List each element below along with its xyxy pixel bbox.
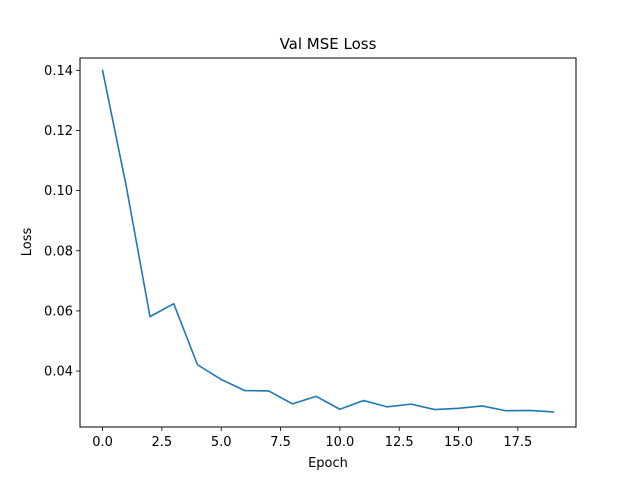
- data-point: [552, 411, 554, 413]
- data-point: [410, 403, 412, 405]
- y-tick-label: 0.14: [44, 64, 73, 79]
- data-point: [339, 408, 341, 410]
- data-point: [505, 410, 507, 412]
- data-point: [529, 409, 531, 411]
- data-point: [125, 185, 127, 187]
- data-point: [362, 399, 364, 401]
- x-tick-label: 12.5: [385, 435, 414, 450]
- x-tick-label: 2.5: [152, 435, 173, 450]
- x-tick-label: 7.5: [270, 435, 291, 450]
- y-tick-label: 0.08: [44, 244, 73, 259]
- data-point: [291, 403, 293, 405]
- data-point: [267, 390, 269, 392]
- x-tick-label: 0.0: [92, 435, 113, 450]
- data-point: [481, 405, 483, 407]
- data-point: [196, 364, 198, 366]
- x-tick-label: 10.0: [325, 435, 354, 450]
- x-tick-label: 17.5: [503, 435, 532, 450]
- data-point: [315, 395, 317, 397]
- data-point: [220, 378, 222, 380]
- data-point: [434, 408, 436, 410]
- chart-title: Val MSE Loss: [280, 35, 377, 53]
- y-tick-label: 0.10: [44, 184, 73, 199]
- data-point: [244, 389, 246, 391]
- x-tick-label: 5.0: [211, 435, 232, 450]
- data-point: [149, 315, 151, 317]
- data-point: [173, 303, 175, 305]
- y-tick-label: 0.04: [44, 365, 73, 380]
- x-tick-label: 15.0: [444, 435, 473, 450]
- y-axis-label: Loss: [20, 228, 35, 257]
- data-point: [101, 69, 103, 71]
- y-tick-label: 0.12: [44, 124, 73, 139]
- loss-series-line: [101, 69, 555, 413]
- data-point: [386, 406, 388, 408]
- y-tick-label: 0.06: [44, 304, 73, 319]
- data-point: [457, 407, 459, 409]
- plot-frame: [79, 57, 577, 428]
- x-axis-label: Epoch: [308, 456, 348, 471]
